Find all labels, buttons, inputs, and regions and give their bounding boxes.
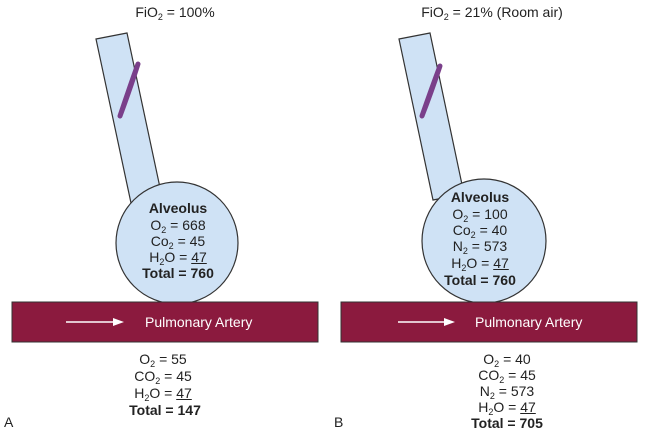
airway-tube-b <box>398 32 465 201</box>
flow-arrow-b-icon <box>398 318 455 326</box>
blood-a-o2: O2 = 55 <box>139 351 187 369</box>
panel-letter-b: B <box>334 414 344 430</box>
pulmonary-artery-a <box>11 301 319 343</box>
airway-tube-a <box>95 32 163 204</box>
alveolus-b-o2: O2 = 100 <box>452 206 508 224</box>
flow-arrow-a-icon <box>66 318 124 326</box>
blood-b-o2: O2 = 40 <box>483 351 531 369</box>
panel-letter-a: A <box>4 414 14 430</box>
alveolus-b-title: Alveolus <box>450 189 510 205</box>
alveolus-b-total: Total = 760 <box>444 272 516 288</box>
alveolus-a-co2: Co2 = 45 <box>150 233 206 251</box>
blood-a-h2o: H2O = 47 <box>134 385 192 403</box>
pulmonary-artery-b-label: Pulmonary Artery <box>475 314 583 330</box>
alveolus-a-total: Total = 760 <box>142 265 214 281</box>
fio2-label-a: FiO2 = 100% <box>135 4 215 22</box>
airway-valve-a <box>117 61 141 119</box>
airway-valve-b <box>419 63 443 119</box>
pulmonary-artery-a-label: Pulmonary Artery <box>145 314 253 330</box>
fio2-label-b: FiO2 = 21% (Room air) <box>421 4 563 22</box>
blood-b-n2: N2 = 573 <box>479 383 535 401</box>
alveolus-a-o2: O2 = 668 <box>150 217 206 235</box>
blood-a-total: Total = 147 <box>129 402 201 418</box>
pulmonary-artery-b <box>340 301 638 343</box>
alveolus-b-co2: Co2 = 40 <box>452 222 508 240</box>
alveolus-a-title: Alveolus <box>148 200 208 216</box>
blood-a-co2: CO2 = 45 <box>134 368 192 386</box>
blood-b-h2o: H2O = 47 <box>478 399 536 417</box>
alveolus-b-h2o: H2O = 47 <box>451 255 509 273</box>
blood-b-total: Total = 705 <box>471 415 543 431</box>
alveolus-a-h2o: H2O = 47 <box>149 249 207 267</box>
alveolus-b-n2: N2 = 573 <box>452 238 508 256</box>
blood-b-co2: CO2 = 45 <box>478 367 536 385</box>
